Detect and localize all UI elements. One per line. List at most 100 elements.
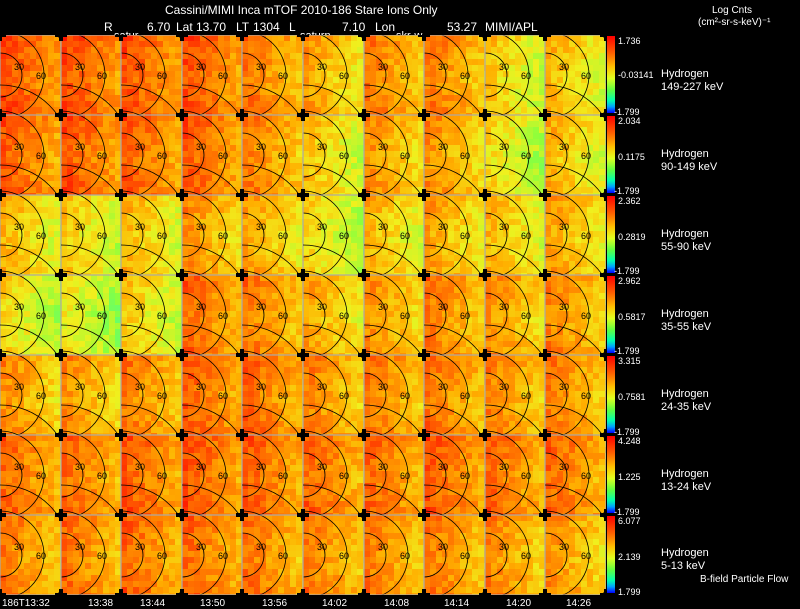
- contour-label-30: 30: [378, 302, 388, 312]
- colorbar-min: -1.799: [614, 186, 640, 196]
- grid-cross-marker: [0, 509, 2, 521]
- contour-30: [363, 532, 387, 578]
- time-tick: 186T13:32: [2, 598, 50, 609]
- grid-cross-marker: [600, 113, 606, 117]
- contour-label-30: 30: [499, 62, 509, 72]
- contour-30: [241, 212, 265, 258]
- contour-label-30: 30: [135, 222, 145, 232]
- l-value: 7.10: [342, 20, 366, 34]
- contour-label-30: 30: [499, 382, 509, 392]
- grid-cross-marker: [59, 349, 63, 361]
- contour-label-60: 60: [157, 391, 167, 401]
- grid-cross-marker: [119, 589, 123, 600]
- heatmap-panel: 30 60: [0, 84, 71, 226]
- grid-cross-marker: [240, 269, 244, 281]
- grid-cross-marker: [119, 429, 123, 441]
- grid-cross-marker: [483, 589, 487, 600]
- heatmap-panel: 30 60: [484, 164, 556, 306]
- grid-cross-marker: [422, 109, 426, 121]
- contour-30: [181, 532, 205, 578]
- colorbar-mid: 1.225: [618, 472, 641, 482]
- colorbar-min: -1.799: [614, 266, 640, 276]
- contour-30: [484, 132, 508, 178]
- contour-30: [120, 132, 144, 178]
- heatmap-panel: 30 60: [302, 84, 374, 226]
- heatmap-panel: 30 60: [241, 324, 313, 466]
- colorbar-mid: 0.1175: [618, 152, 645, 162]
- contour-30: [241, 132, 265, 178]
- contour-label-30: 30: [499, 462, 509, 472]
- heatmap-panel: 30 60: [241, 244, 313, 386]
- contour-30: [544, 372, 568, 418]
- heatmap-panel: 30 60: [363, 244, 435, 386]
- heatmap-panel: 30 60: [120, 404, 192, 546]
- contour-label-60: 60: [581, 471, 591, 481]
- grid-cross-marker: [362, 589, 366, 600]
- contour-label-30: 30: [135, 542, 145, 552]
- r-label: R: [104, 20, 113, 34]
- heatmap-panel: 30 60: [484, 84, 556, 226]
- contour-30: [0, 452, 23, 498]
- contour-label-30: 30: [438, 382, 448, 392]
- contour-label-60: 60: [157, 71, 167, 81]
- colorbar-min: 1.799: [618, 587, 641, 597]
- contour-label-30: 30: [256, 142, 266, 152]
- contour-label-30: 30: [14, 302, 24, 312]
- heatmap-panel: 30 60: [181, 244, 253, 386]
- contour-label-60: 60: [521, 71, 531, 81]
- grid-cross-marker: [483, 429, 487, 441]
- grid-cross-marker: [180, 429, 184, 441]
- contour-30: [181, 212, 205, 258]
- colorbar-mid: 0.7581: [618, 392, 646, 402]
- contour-30: [484, 52, 508, 98]
- contour-label-30: 30: [317, 382, 327, 392]
- contour-30: [120, 532, 144, 578]
- grid-cross-marker: [240, 429, 244, 441]
- row-label-energy: 90-149 keV: [661, 161, 718, 173]
- row-label-species: Hydrogen: [661, 468, 709, 480]
- row-label-energy: 24-35 keV: [661, 401, 712, 413]
- contour-30: [120, 372, 144, 418]
- contour-label-30: 30: [499, 142, 509, 152]
- grid-cross-marker: [0, 353, 6, 357]
- grid-cross-marker: [600, 513, 606, 517]
- contour-30: [120, 52, 144, 98]
- colorbar-mid: 0.5817: [618, 312, 646, 322]
- contour-30: [60, 132, 84, 178]
- grid-cross-marker: [543, 269, 547, 281]
- contour-30: [363, 212, 387, 258]
- grid-cross-marker: [362, 189, 366, 201]
- contour-label-30: 30: [14, 142, 24, 152]
- heatmap-panel: 30 60: [423, 324, 495, 466]
- contour-30: [423, 372, 447, 418]
- colorbar-min: -1.799: [614, 107, 640, 117]
- heatmap-panel: 30 60: [363, 484, 435, 600]
- heatmap-panel: 30 60: [302, 404, 374, 546]
- grid-cross-marker: [0, 349, 2, 361]
- row-label-species: Hydrogen: [661, 148, 709, 160]
- contour-label-60: 60: [400, 71, 410, 81]
- grid-cross-marker: [483, 109, 487, 121]
- heatmap-panel: 30 60: [0, 404, 71, 546]
- heatmap-panel: 30 60: [60, 484, 132, 600]
- grid-cross-marker: [0, 109, 2, 121]
- contour-30: [484, 452, 508, 498]
- contour-label-30: 30: [256, 462, 266, 472]
- contour-label-30: 30: [317, 142, 327, 152]
- time-tick: 13:38: [88, 598, 114, 609]
- grid-cross-marker: [119, 269, 123, 281]
- heatmap-panel: 30 60: [544, 164, 606, 306]
- contour-label-60: 60: [581, 151, 591, 161]
- grid-cross-marker: [604, 269, 606, 281]
- contour-30: [363, 132, 387, 178]
- colorbar-max: 1.736: [618, 36, 641, 46]
- grid-cross-marker: [483, 35, 487, 41]
- grid-cross-marker: [483, 269, 487, 281]
- l-label: L: [289, 20, 296, 34]
- contour-label-30: 30: [256, 222, 266, 232]
- contour-label-60: 60: [97, 471, 107, 481]
- contour-30: [544, 292, 568, 338]
- grid-cross-marker: [0, 35, 6, 37]
- contour-30: [363, 452, 387, 498]
- grid-cross-marker: [362, 349, 366, 361]
